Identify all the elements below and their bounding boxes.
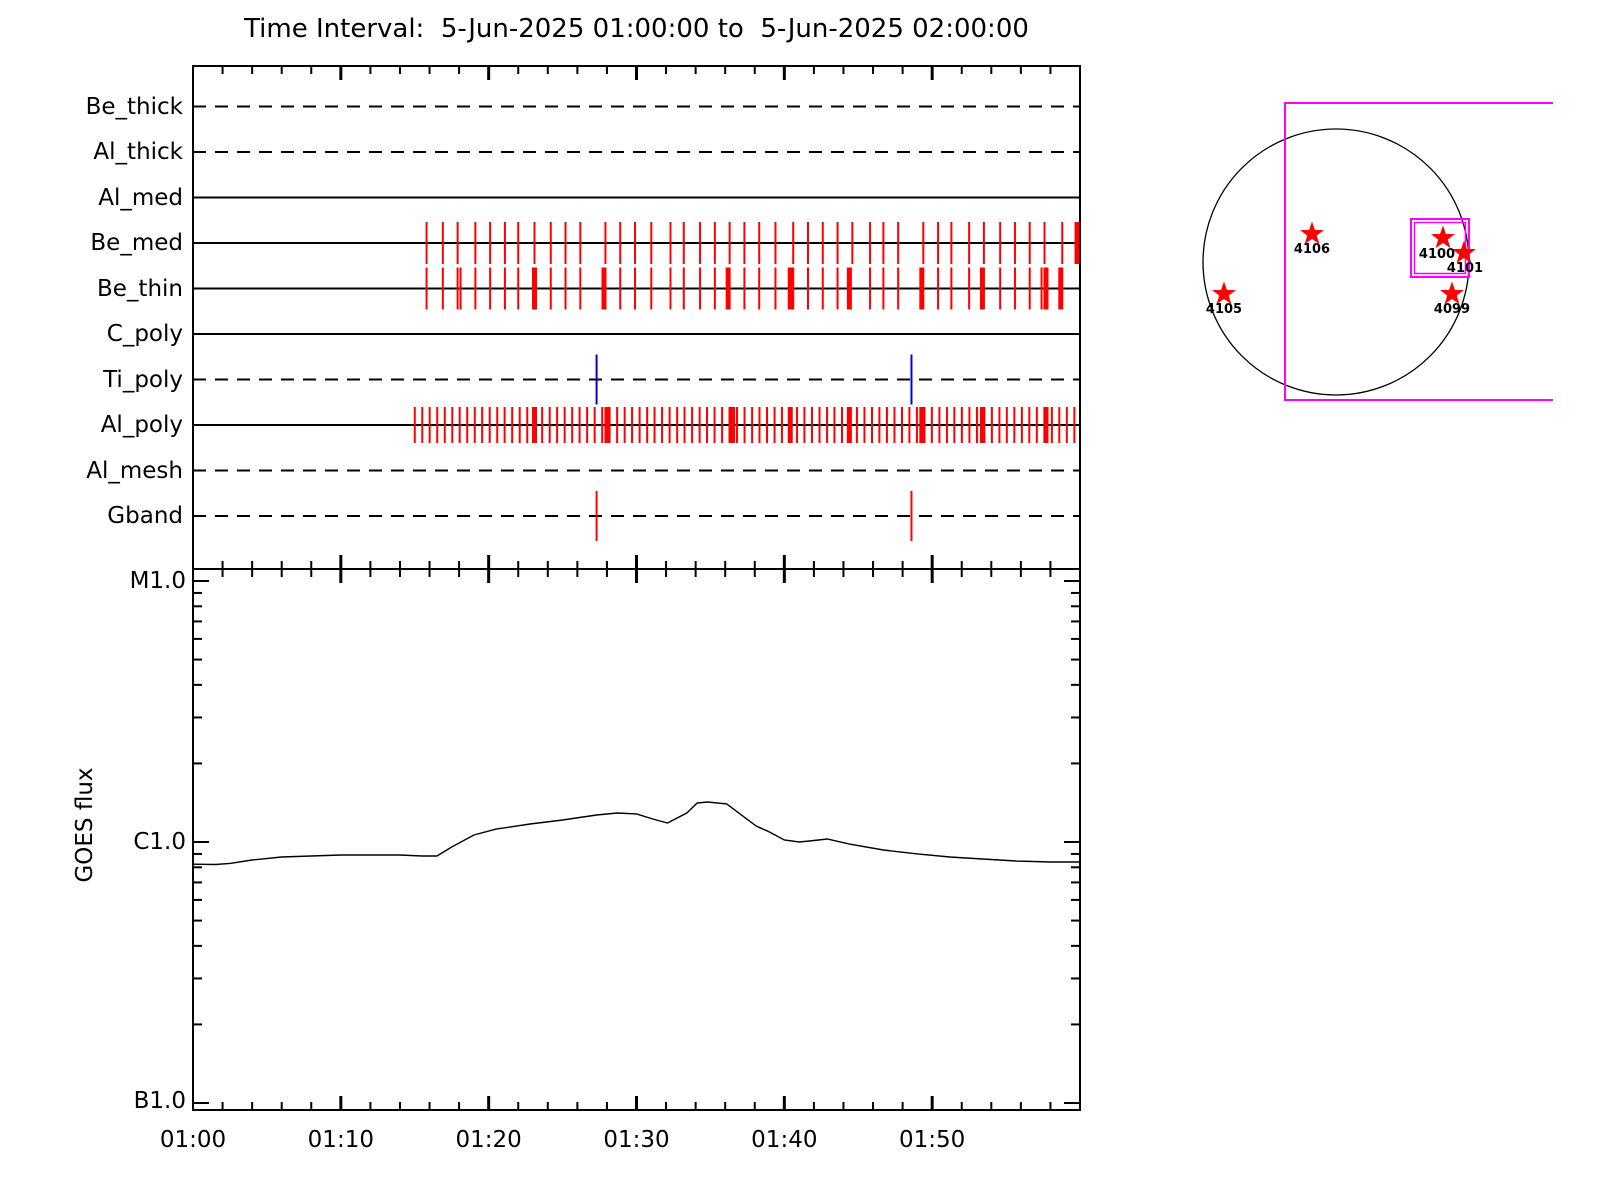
- filter-row-label-Gband: Gband: [107, 503, 183, 529]
- exposure-marks-Ti_poly: [595, 354, 913, 405]
- time-tick-label-0120: 01:20: [455, 1127, 522, 1153]
- filter-row-label-Al_poly: Al_poly: [100, 412, 183, 438]
- target-box-outer: [1410, 218, 1470, 278]
- filter-row-label-Be_med: Be_med: [90, 230, 183, 256]
- filter-row-label-Be_thick: Be_thick: [85, 93, 183, 120]
- goes-ytick-m1: M1.0: [129, 568, 186, 594]
- time-tick-label-0100: 01:00: [159, 1127, 227, 1153]
- active-region-star-4100: [1431, 225, 1455, 249]
- solar-disk-map: [1202, 102, 1553, 401]
- active-region-label-4101: 4101: [1446, 261, 1484, 276]
- filter-row-label-Al_thick: Al_thick: [93, 139, 183, 165]
- active-region-label-4105: 4105: [1205, 302, 1243, 317]
- active-region-star-4106: [1300, 221, 1324, 245]
- exposure-marks-Gband: [595, 491, 913, 541]
- exposure-marks-Be_thin: [425, 267, 1064, 310]
- exposure-marks-Be_med: [425, 222, 1080, 264]
- active-region-label-4106: 4106: [1293, 242, 1331, 257]
- fov-rectangle: [1284, 102, 1553, 401]
- filter-row-label-C_poly: C_poly: [106, 321, 183, 347]
- page-title: Time Interval: 5-Jun-2025 01:00:00 to 5-…: [244, 14, 1029, 44]
- active-region-star-4101: [1452, 240, 1476, 264]
- timeline-panel-box: [192, 65, 1081, 570]
- filter-row-label-Ti_poly: Ti_poly: [103, 366, 183, 393]
- active-region-star-4099: [1440, 281, 1464, 305]
- goes-ytick-b1: B1.0: [133, 1088, 186, 1114]
- exposure-marks-Al_poly: [413, 407, 1076, 443]
- time-axis-ticks: [221, 555, 1052, 1110]
- goes-panel-box: [192, 568, 1081, 1111]
- active-region-label-4100: 4100: [1418, 247, 1456, 262]
- filter-row-label-Al_med: Al_med: [98, 184, 183, 211]
- goes-log-ticks: [193, 580, 1080, 1104]
- time-tick-label-0140: 01:40: [751, 1127, 818, 1153]
- goes-y-axis-label: GOES flux: [72, 767, 98, 883]
- time-tick-label-0150: 01:50: [899, 1127, 966, 1153]
- time-tick-label-0110: 01:10: [307, 1127, 374, 1153]
- goes-flux-curve: [192, 801, 1080, 866]
- active-region-star-4105: [1212, 281, 1236, 305]
- filter-row-label-Be_thin: Be_thin: [97, 275, 183, 302]
- filter-rows: [193, 105, 1080, 541]
- filter-row-label-Al_mesh: Al_mesh: [86, 457, 183, 484]
- time-tick-label-0130: 01:30: [603, 1127, 670, 1153]
- goes-ytick-c1: C1.0: [133, 829, 186, 855]
- active-region-label-4099: 4099: [1433, 302, 1471, 317]
